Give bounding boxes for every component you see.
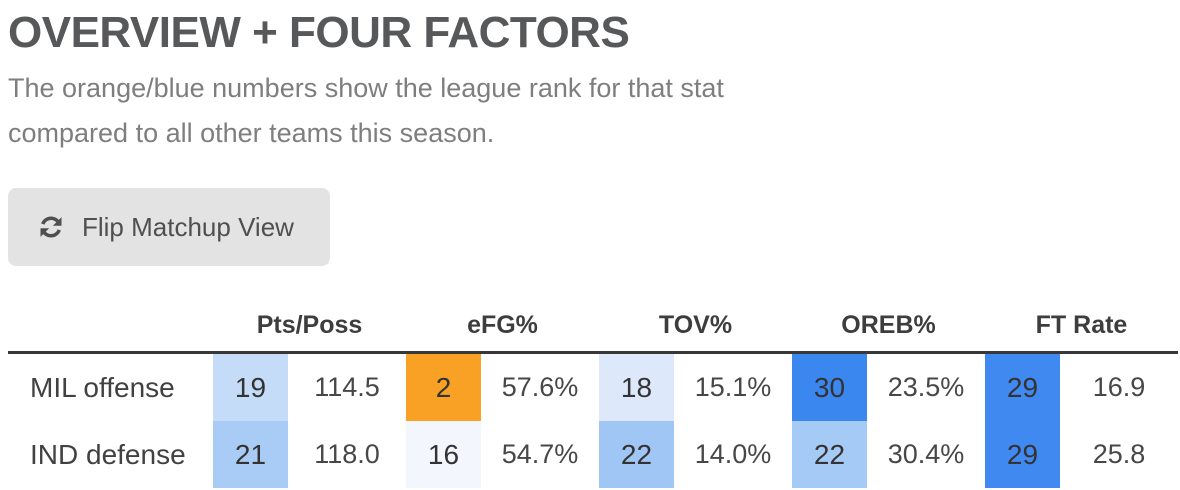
column-header-pts-poss: Pts/Poss: [256, 310, 363, 339]
row-label-mil-offense: MIL offense: [30, 371, 175, 403]
value-cell: 118.0: [314, 439, 380, 469]
rank-cell: 22: [599, 421, 674, 488]
flip-matchup-view-button[interactable]: Flip Matchup View: [8, 188, 330, 266]
rank-cell: 29: [985, 421, 1060, 488]
rank-cell: 30: [792, 354, 867, 421]
header-divider: [8, 351, 1178, 354]
value-cell: 114.5: [314, 372, 380, 402]
value-cell: 16.9: [1092, 372, 1146, 402]
column-header-oreb: OREB%: [841, 310, 936, 339]
refresh-icon: [36, 212, 66, 242]
rank-cell: 18: [599, 354, 674, 421]
column-header-ft-rate: FT Rate: [1035, 310, 1128, 339]
four-factors-table: Pts/Poss eFG% TOV% OREB% FT Rate MIL off…: [8, 299, 1178, 488]
column-header-tov: TOV%: [658, 310, 733, 339]
rank-cell: 21: [213, 421, 288, 488]
value-cell: 30.4%: [887, 439, 965, 469]
row-label-ind-defense: IND defense: [30, 438, 186, 470]
rank-cell: 19: [213, 354, 288, 421]
value-cell: 14.0%: [694, 439, 772, 469]
value-cell: 25.8: [1092, 439, 1146, 469]
subtitle-line-2: compared to all other teams this season.: [8, 118, 495, 148]
subtitle-line-1: The orange/blue numbers show the league …: [8, 73, 724, 103]
rank-cell: 16: [406, 421, 481, 488]
flip-matchup-view-label: Flip Matchup View: [82, 211, 294, 242]
table-corner-spacer: [8, 299, 213, 351]
value-cell: 54.7%: [501, 439, 579, 469]
page-title: OVERVIEW + FOUR FACTORS: [8, 8, 630, 57]
column-header-efg: eFG%: [467, 310, 538, 339]
value-cell: 15.1%: [694, 372, 772, 402]
rank-cell: 2: [406, 354, 481, 421]
value-cell: 57.6%: [501, 372, 579, 402]
rank-cell: 29: [985, 354, 1060, 421]
value-cell: 23.5%: [887, 372, 965, 402]
rank-cell: 22: [792, 421, 867, 488]
